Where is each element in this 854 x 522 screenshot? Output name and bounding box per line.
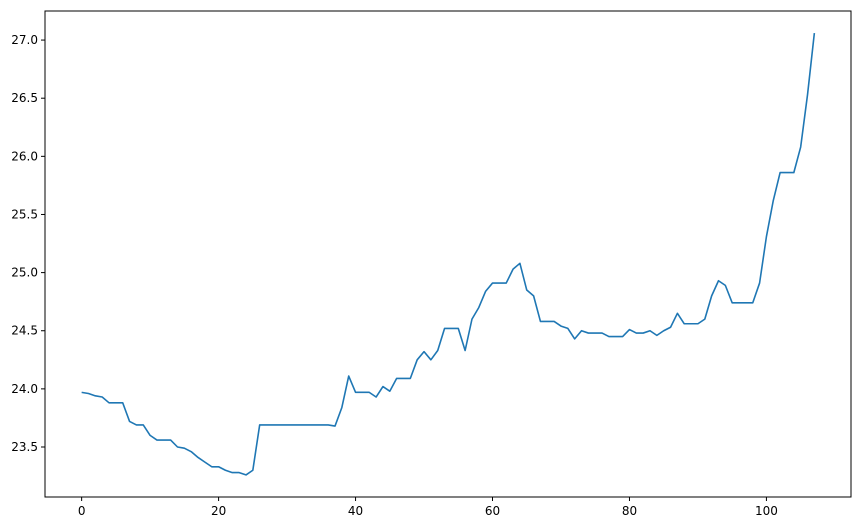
- y-tick-label: 24.5: [11, 324, 38, 338]
- y-tick-label: 25.0: [11, 266, 38, 280]
- y-tick-label: 23.5: [11, 440, 38, 454]
- x-tick-label: 100: [755, 504, 778, 518]
- y-tick-label: 26.0: [11, 149, 38, 163]
- y-tick-label: 27.0: [11, 33, 38, 47]
- y-tick-label: 26.5: [11, 91, 38, 105]
- y-tick-label: 24.0: [11, 382, 38, 396]
- series-line: [81, 33, 816, 476]
- plot-frame: [44, 10, 852, 498]
- x-tick-label: 0: [78, 504, 86, 518]
- axes-layer: 0 20 40 60 80 100 23.5 24.0 24.5 25.0 25.5 26.0 26.5…: [11, 33, 778, 518]
- y-tick-label: 25.5: [11, 207, 38, 221]
- x-tick-label: 80: [622, 504, 637, 518]
- series-layer: [81, 33, 816, 476]
- x-tick-label: 60: [485, 504, 500, 518]
- x-tick-label: 40: [348, 504, 363, 518]
- x-tick-label: 20: [211, 504, 226, 518]
